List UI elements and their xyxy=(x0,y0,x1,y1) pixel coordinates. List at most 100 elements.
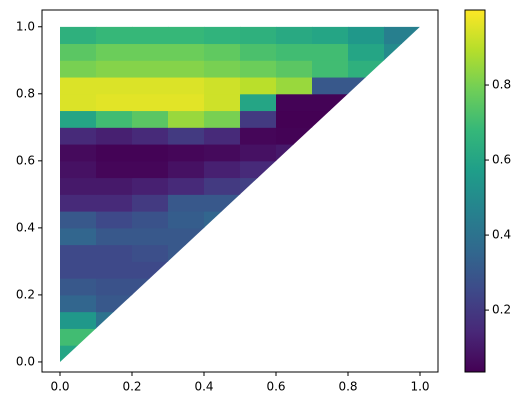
heatmap-cell xyxy=(168,43,205,61)
heatmap-cell xyxy=(96,77,133,95)
heatmap-cell xyxy=(240,60,277,78)
heatmap-cell xyxy=(60,26,97,45)
heatmap-cell xyxy=(96,194,133,212)
heatmap-cell xyxy=(132,110,169,128)
heatmap-cell xyxy=(96,110,133,128)
heatmap-cell xyxy=(204,127,241,145)
heatmap-cell xyxy=(240,110,277,128)
heatmap-cell xyxy=(276,144,313,162)
heatmap-cell xyxy=(312,93,349,112)
heatmap-cell xyxy=(168,93,205,112)
heatmap-cell xyxy=(60,328,97,346)
heatmap-cell xyxy=(312,110,349,128)
heatmap-cell xyxy=(168,194,205,212)
x-tick-label: 0.4 xyxy=(194,380,213,394)
colorbar-tick-label: 0.2 xyxy=(492,303,511,317)
heatmap-cell xyxy=(276,127,313,145)
heatmap-cell xyxy=(96,26,133,45)
heatmap-cell xyxy=(132,26,169,45)
heatmap-cell xyxy=(348,26,385,45)
x-tick-label: 0.6 xyxy=(266,380,285,394)
heatmap-cell xyxy=(312,43,349,61)
heatmap-cell xyxy=(168,144,205,162)
heatmap-cell xyxy=(96,227,133,246)
heatmap-cell xyxy=(168,177,205,195)
heatmap-cell xyxy=(204,227,241,246)
heatmap-cell xyxy=(60,77,97,95)
heatmap-cell xyxy=(60,127,97,145)
y-tick-label: 0.0 xyxy=(16,354,35,368)
heatmap-cell xyxy=(96,278,133,296)
heatmap-cell xyxy=(96,93,133,112)
heatmap-cell xyxy=(60,311,97,329)
colorbar xyxy=(464,9,486,373)
heatmap-cell xyxy=(60,261,97,279)
x-tick-label: 0.8 xyxy=(338,380,357,394)
heatmap-cell xyxy=(204,60,241,78)
heatmap-cell xyxy=(204,194,241,212)
heatmap-cell xyxy=(168,26,205,45)
heatmap-cell xyxy=(168,60,205,78)
heatmap-cell xyxy=(204,110,241,128)
heatmap-cell xyxy=(312,26,349,45)
heatmap-cell xyxy=(168,110,205,128)
heatmap-cell xyxy=(276,77,313,95)
heatmap-cell xyxy=(60,194,97,212)
heatmap-cell xyxy=(96,261,133,279)
heatmap-cell xyxy=(312,60,349,78)
heatmap-cell xyxy=(96,244,133,262)
heatmap-cell xyxy=(132,294,169,313)
heatmap-cell xyxy=(60,227,97,246)
heatmap-cell xyxy=(240,160,277,179)
colorbar-tick-label: 0.4 xyxy=(492,228,511,242)
heatmap-cell xyxy=(60,345,97,362)
axes-frame xyxy=(41,9,439,373)
heatmap-cell xyxy=(204,211,241,229)
heatmap-cell xyxy=(168,160,205,179)
heatmap-cell xyxy=(60,211,97,229)
heatmap-cell xyxy=(96,177,133,195)
heatmap-cell xyxy=(132,177,169,195)
heatmap-cell xyxy=(204,177,241,195)
heatmap-cell xyxy=(168,127,205,145)
heatmap-cell xyxy=(348,43,385,61)
heatmap xyxy=(60,26,420,362)
y-tick-label: 0.6 xyxy=(16,153,35,167)
y-tick-label: 0.4 xyxy=(16,220,35,234)
y-tick-label: 0.2 xyxy=(16,287,35,301)
heatmap-cell xyxy=(96,144,133,162)
colorbar-tick-label: 0.8 xyxy=(492,78,511,92)
y-tick-label: 1.0 xyxy=(16,19,35,33)
colorbar-tick-label: 0.6 xyxy=(492,153,511,167)
heatmap-cell xyxy=(168,77,205,95)
heatmap-cell xyxy=(348,77,385,95)
heatmap-cell xyxy=(60,60,97,78)
heatmap-cell xyxy=(204,160,241,179)
x-tick-label: 0.2 xyxy=(122,380,141,394)
heatmap-cell xyxy=(60,278,97,296)
heatmap-cell xyxy=(60,294,97,313)
heatmap-cell xyxy=(240,144,277,162)
heatmap-cell xyxy=(204,43,241,61)
heatmap-cell xyxy=(240,177,277,195)
heatmap-cell xyxy=(240,43,277,61)
heatmap-cell xyxy=(132,144,169,162)
heatmap-cell xyxy=(96,127,133,145)
heatmap-cell xyxy=(276,93,313,112)
heatmap-cell xyxy=(132,261,169,279)
heatmap-cell xyxy=(132,278,169,296)
heatmap-cell xyxy=(276,60,313,78)
heatmap-cell xyxy=(276,43,313,61)
heatmap-cell xyxy=(60,160,97,179)
heatmap-cell xyxy=(132,227,169,246)
heatmap-cell xyxy=(96,311,133,329)
heatmap-cell xyxy=(276,26,313,45)
heatmap-cell xyxy=(60,110,97,128)
heatmap-cell xyxy=(132,244,169,262)
heatmap-cell xyxy=(384,26,420,45)
heatmap-cell xyxy=(204,144,241,162)
heatmap-cell xyxy=(204,77,241,95)
heatmap-cell xyxy=(132,211,169,229)
heatmap-cell xyxy=(168,211,205,229)
